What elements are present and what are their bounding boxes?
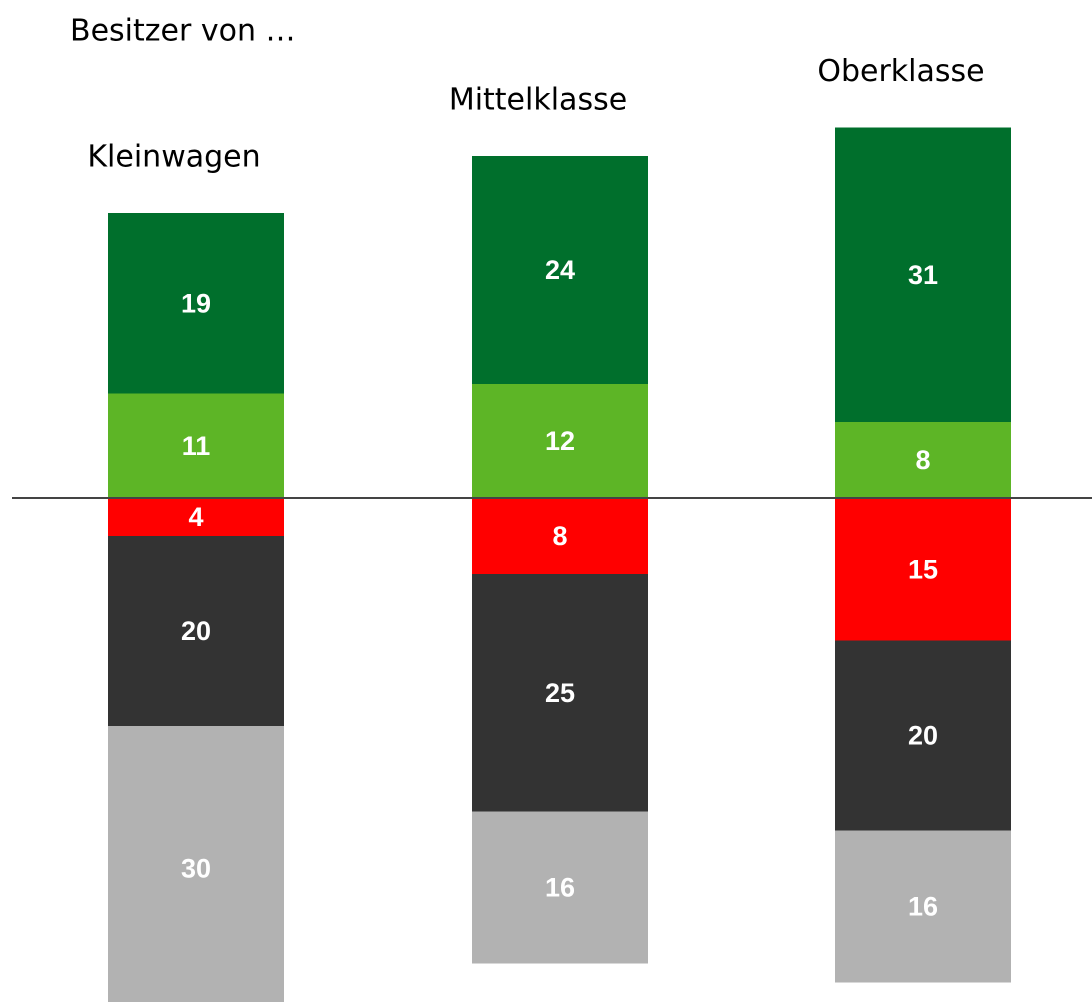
chart-title: Besitzer von … [70,14,296,49]
value-label: 24 [545,255,575,285]
bar-segment [108,213,284,394]
bar-segment [835,640,1011,831]
bar-segment [108,536,284,726]
value-label: 8 [915,445,930,475]
value-label: 16 [545,873,575,903]
value-label: 20 [181,616,211,646]
bar-segment [472,384,648,498]
value-label: 16 [908,892,938,922]
category-label: Mittelklasse [449,83,627,118]
value-label: 20 [908,721,938,751]
value-label: 8 [552,521,567,551]
value-label: 11 [182,431,211,461]
value-label: 30 [181,854,211,884]
bar-segment [472,811,648,964]
value-label: 4 [188,502,203,532]
bar-segment [108,393,284,498]
bar-segment [472,574,648,812]
bar-segment [108,726,284,1002]
category-label: Oberklasse [817,54,984,89]
value-label: 31 [908,260,938,290]
bar-segment [835,422,1011,498]
value-label: 25 [545,678,575,708]
bar-segment [472,498,648,574]
category-label: Kleinwagen [87,140,260,175]
bar-segment [835,830,1011,983]
bar-segment [835,127,1011,422]
value-label: 15 [908,554,938,584]
value-label: 19 [181,288,211,318]
bar-segment [108,498,284,536]
bar-segment [835,498,1011,641]
bar-segment [472,156,648,384]
value-label: 12 [545,426,575,456]
